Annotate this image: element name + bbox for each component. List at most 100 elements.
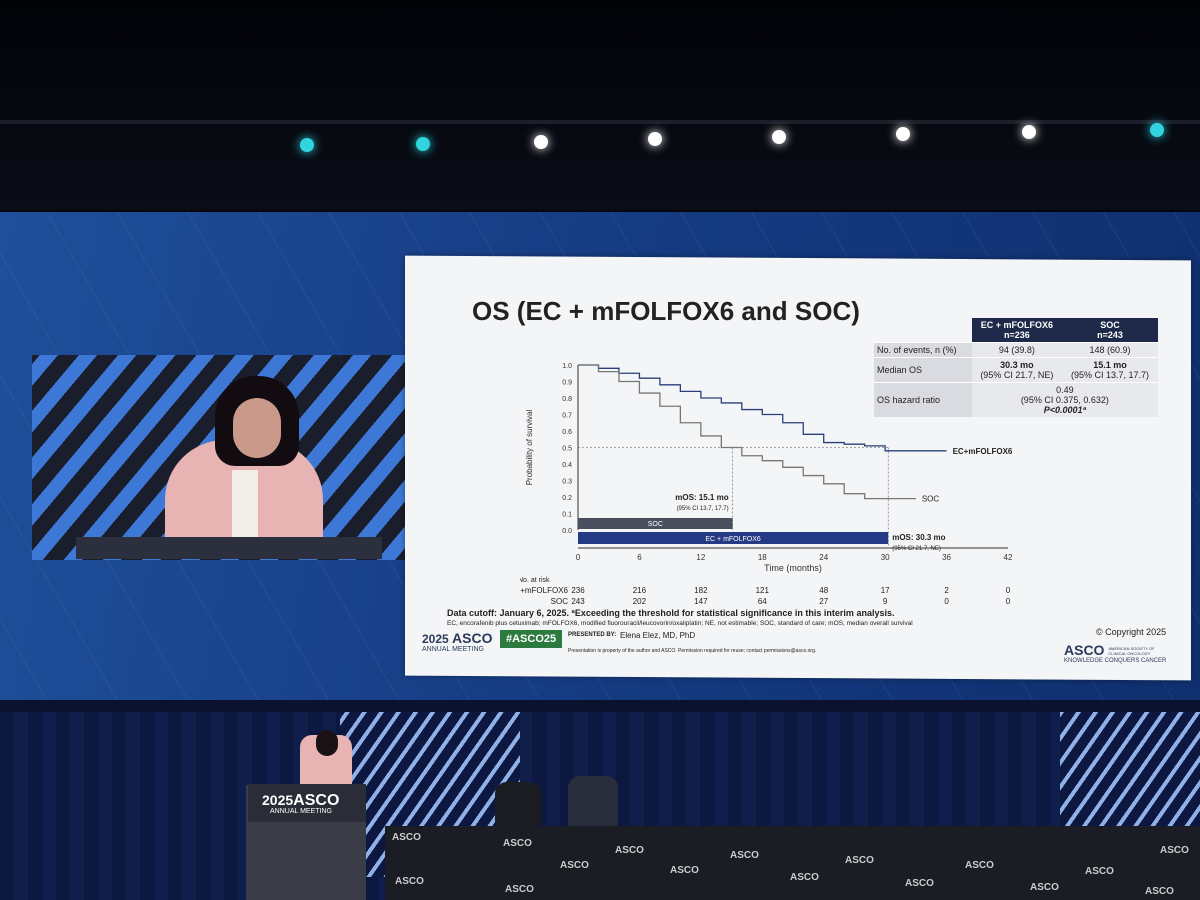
podium-logo: 2025ASCO bbox=[262, 792, 340, 809]
risk-value: 0 bbox=[944, 597, 949, 606]
stage-light bbox=[1022, 125, 1036, 139]
stage-light bbox=[648, 132, 662, 146]
table-header-soc: SOC n=243 bbox=[1061, 318, 1158, 343]
x-tick-label: 12 bbox=[696, 553, 705, 562]
y-tick-label: 0.4 bbox=[562, 462, 572, 469]
risk-value: 0 bbox=[1006, 586, 1011, 595]
table-brand-logo: ASCO bbox=[670, 865, 699, 876]
podium-sign bbox=[248, 784, 366, 822]
video-lectern bbox=[76, 537, 382, 559]
x-tick-label: 30 bbox=[881, 553, 890, 562]
stage-light bbox=[772, 130, 786, 144]
hashtag-badge: #ASCO25 bbox=[500, 630, 563, 648]
soc-median-bar bbox=[578, 518, 733, 529]
table-brand-logo: ASCO bbox=[730, 850, 759, 861]
x-tick-label: 0 bbox=[576, 553, 581, 562]
asco-logo-text: ASCO bbox=[1064, 642, 1105, 658]
risk-value: 202 bbox=[633, 597, 647, 606]
table-brand-logo: ASCO bbox=[1085, 866, 1114, 877]
risk-row-label: SOC bbox=[551, 597, 569, 606]
risk-value: 27 bbox=[819, 597, 828, 606]
y-axis-label: Probability of survival bbox=[525, 409, 534, 485]
y-tick-label: 0.5 bbox=[562, 446, 572, 453]
copyright: © Copyright 2025 bbox=[1096, 627, 1167, 637]
risk-value: 243 bbox=[571, 597, 585, 606]
meeting-logo: 2025 ASCO ANNUAL MEETING bbox=[422, 630, 493, 653]
speaker-face bbox=[233, 398, 281, 458]
row-label: No. of events, n (%) bbox=[874, 342, 972, 358]
meeting-year: 2025 bbox=[422, 632, 449, 646]
risk-value: 121 bbox=[756, 586, 770, 595]
ec-ci-annotation: (95% CI 21.7, NE) bbox=[892, 546, 941, 552]
table-brand-logo: ASCO bbox=[392, 832, 421, 843]
soc-bar-label: SOC bbox=[648, 521, 663, 528]
table-brand-logo: ASCO bbox=[1145, 886, 1174, 897]
risk-value: 236 bbox=[571, 586, 585, 595]
cell: 30.3 mo (95% CI 21.7, NE) bbox=[971, 357, 1062, 383]
ec-bar-label: EC + mFOLFOX6 bbox=[705, 536, 761, 543]
table-brand-logo: ASCO bbox=[505, 884, 534, 895]
table-brand-logo: ASCO bbox=[845, 855, 874, 866]
table-brand-logo: ASCO bbox=[965, 860, 994, 871]
y-tick-label: 0.1 bbox=[562, 512, 572, 519]
row-label: OS hazard ratio bbox=[874, 382, 972, 417]
series-label: SOC bbox=[922, 495, 940, 504]
risk-value: 216 bbox=[633, 586, 647, 595]
table-brand-logo: ASCO bbox=[503, 838, 532, 849]
y-tick-label: 0.6 bbox=[562, 429, 572, 436]
slide-title: OS (EC + mFOLFOX6 and SOC) bbox=[472, 296, 860, 326]
table-brand-logo: ASCO bbox=[395, 876, 424, 887]
results-table: EC + mFOLFOX6 n=236 SOC n=243 No. of event… bbox=[874, 318, 1158, 417]
table-header-ec: EC + mFOLFOX6 n=236 bbox=[971, 318, 1062, 343]
table-brand-logo: ASCO bbox=[790, 872, 819, 883]
asco-logo-sub: AMERICAN SOCIETY OF CLINICAL ONCOLOGY bbox=[1108, 646, 1155, 657]
meeting-org: ASCO bbox=[452, 630, 493, 646]
row-label: Median OS bbox=[874, 357, 972, 383]
data-cutoff-note: Data cutoff: January 6, 2025. ªExceeding… bbox=[447, 608, 895, 618]
presented-by-label: PRESENTED BY: bbox=[568, 632, 617, 638]
cell: 0.49 (95% CI 0.375, 0.632) P<0.0001ª bbox=[971, 382, 1158, 417]
risk-value: 9 bbox=[883, 597, 888, 606]
stage-light bbox=[300, 138, 314, 152]
x-tick-label: 36 bbox=[942, 553, 951, 562]
asco-tagline: KNOWLEDGE CONQUERS CANCER bbox=[1064, 658, 1167, 664]
y-tick-label: 0.0 bbox=[562, 528, 572, 535]
risk-value: 147 bbox=[694, 597, 708, 606]
table-brand-logo: ASCO bbox=[1030, 882, 1059, 893]
x-tick-label: 18 bbox=[758, 553, 767, 562]
stage-light bbox=[534, 135, 548, 149]
risk-value: 64 bbox=[758, 597, 767, 606]
y-tick-label: 0.9 bbox=[562, 380, 572, 387]
x-axis-label: Time (months) bbox=[764, 563, 822, 573]
panelist-woman bbox=[495, 782, 541, 826]
presenter-head bbox=[316, 730, 338, 756]
risk-table-title: No. at risk bbox=[520, 577, 550, 584]
stage-light bbox=[896, 127, 910, 141]
table-brand-logo: ASCO bbox=[905, 878, 934, 889]
table-row: Median OS 30.3 mo (95% CI 21.7, NE) 15.1 … bbox=[874, 357, 1158, 383]
panelist-man bbox=[568, 776, 618, 828]
survival-chart: 0.00.10.20.30.40.50.60.70.80.91.00 6 12 18 2… bbox=[520, 363, 1013, 606]
y-tick-label: 0.8 bbox=[562, 396, 572, 403]
venue-ceiling bbox=[0, 0, 1200, 210]
risk-value: 48 bbox=[819, 586, 828, 595]
x-tick-label: 6 bbox=[637, 553, 642, 562]
lighting-truss bbox=[0, 120, 1200, 124]
soc-mos-annotation: mOS: 15.1 mo bbox=[675, 493, 728, 502]
cell: 15.1 mo (95% CI 13.7, 17.7) bbox=[1061, 357, 1158, 383]
table-header-blank bbox=[874, 318, 972, 343]
meeting-name: ANNUAL MEETING bbox=[422, 646, 484, 653]
y-tick-label: 0.3 bbox=[562, 479, 572, 486]
abbreviations-note: EC, encorafenib plus cetuximab; mFOLFOX6… bbox=[447, 620, 913, 627]
stage-light bbox=[1150, 123, 1164, 137]
y-tick-label: 1.0 bbox=[562, 363, 572, 370]
y-tick-label: 0.2 bbox=[562, 495, 572, 502]
ec-median-bar bbox=[578, 532, 889, 544]
asco-logo: ASCO AMERICAN SOCIETY OF CLINICAL ONCOLOG… bbox=[1064, 642, 1166, 664]
series-line bbox=[578, 364, 916, 500]
soc-ci-annotation: (95% CI 13.7, 17.7) bbox=[677, 506, 729, 512]
stage-light bbox=[416, 137, 430, 151]
speaker-shirt bbox=[232, 470, 258, 540]
cell: 94 (39.8) bbox=[971, 342, 1062, 358]
table-brand-logo: ASCO bbox=[1160, 845, 1189, 856]
